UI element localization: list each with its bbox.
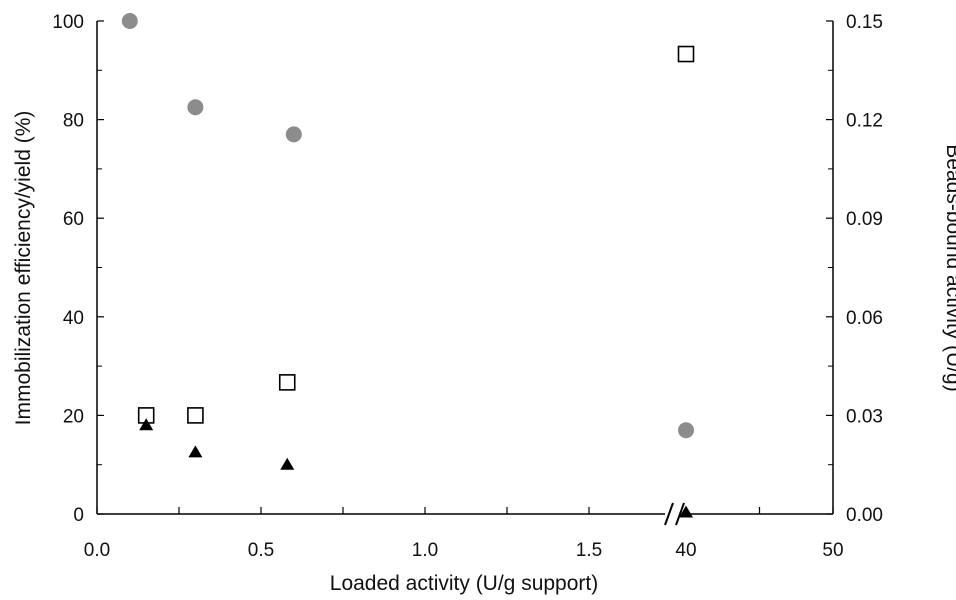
ticks: 0.0 0.5 1.0 1.5 40 50 0 20 40 60 80 100 0.00 0.03 0.06… [52, 12, 883, 561]
circle-point [678, 422, 694, 439]
triangle-point [188, 445, 203, 458]
left-y-tick-label: 100 [52, 12, 84, 33]
left-y-tick-label: 20 [63, 406, 84, 427]
x-tick-label: 0.5 [248, 540, 274, 561]
left-y-tick-label: 0 [73, 505, 84, 526]
x-tick-label: 1.5 [576, 540, 602, 561]
right-y-tick-label: 0.12 [846, 111, 883, 132]
right-y-tick-label: 0.15 [846, 12, 883, 33]
left-y-tick-label: 80 [63, 111, 84, 132]
x-tick-label: 1.0 [412, 540, 438, 561]
data-marks [121, 13, 695, 518]
square-point [677, 45, 695, 63]
axes [96, 21, 834, 526]
right-y-tick-label: 0.09 [846, 209, 883, 230]
x-tick-label: 50 [822, 540, 843, 561]
circle-point [285, 126, 302, 143]
x-axis-title: Loaded activity (U/g support) [330, 572, 598, 595]
square-point [278, 374, 296, 391]
circle-point [121, 13, 138, 29]
left-y-axis-title: Immobilization efficiency/yield (%) [12, 111, 35, 426]
right-y-tick-label: 0.03 [846, 406, 883, 427]
left-y-tick-label: 60 [63, 209, 84, 230]
axis-break-mark [664, 502, 674, 526]
right-y-tick-label: 0.06 [846, 308, 883, 329]
circle-point [187, 99, 204, 116]
left-y-tick-label: 40 [63, 308, 84, 329]
right-y-tick-label: 0.00 [846, 505, 883, 526]
square-point [187, 407, 204, 424]
triangle-point [139, 418, 154, 431]
x-tick-label: 0.0 [84, 540, 110, 561]
triangle-point [679, 505, 693, 518]
x-tick-label: 40 [675, 540, 696, 561]
axis-break-mark [675, 502, 685, 526]
triangle-point [280, 457, 295, 470]
right-y-axis-title: Beads-bound activity (U/g) [942, 144, 956, 391]
